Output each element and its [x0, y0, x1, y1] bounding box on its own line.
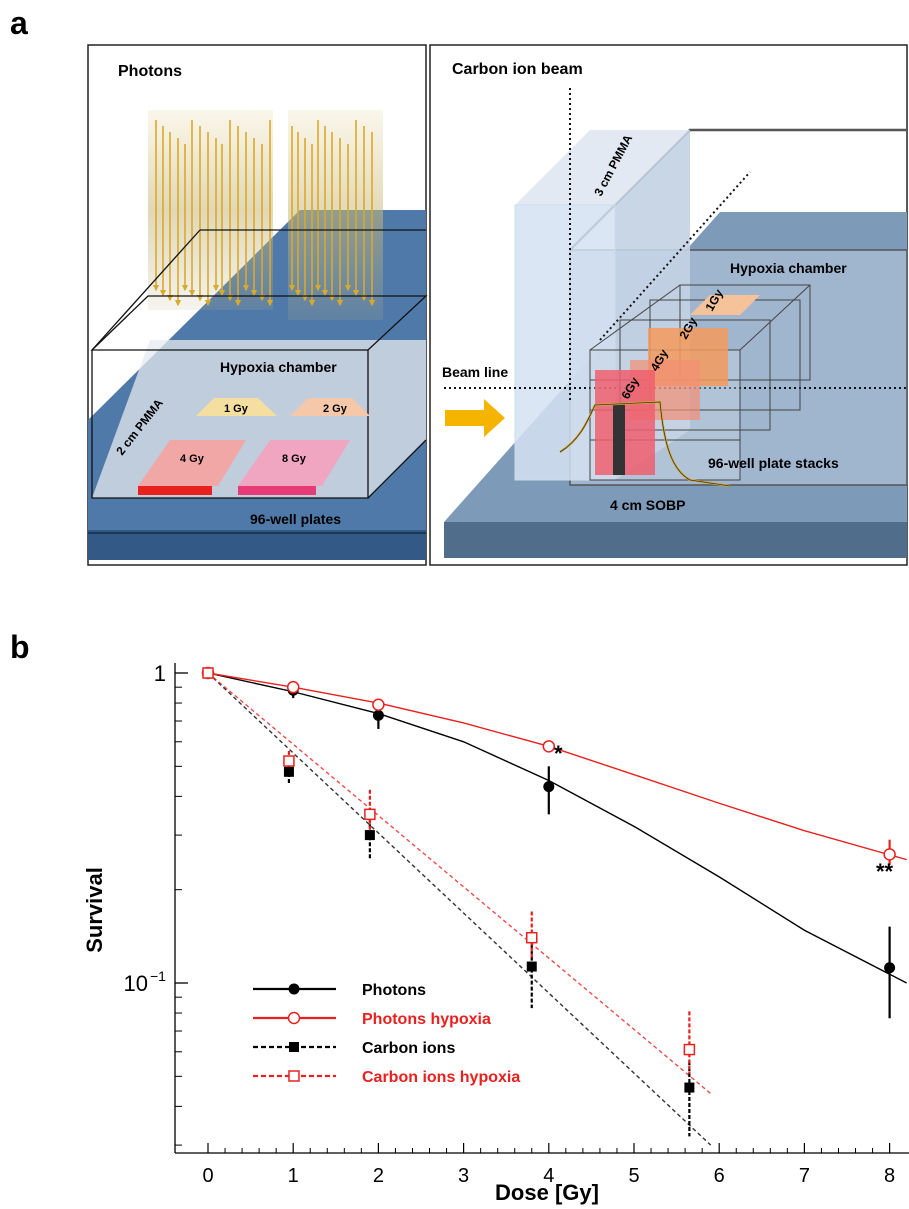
chart-legend: Photons Photons hypoxia Carbon ions Carbon …: [253, 982, 520, 1086]
panel-b-label: b: [10, 629, 30, 665]
data-point: [883, 848, 896, 861]
data-point: [542, 740, 556, 753]
carbon-title: Carbon ion beam: [452, 61, 583, 78]
x-tick-label: 7: [799, 1165, 810, 1187]
photons-beam-glow-left: [148, 110, 273, 310]
dose-label-8gy: 8 Gy: [282, 453, 307, 465]
legend-marker: [287, 1011, 301, 1025]
data-point: [526, 931, 538, 944]
y-ticks: 1 10 −1: [124, 661, 188, 1146]
plate-2gy: [290, 398, 370, 416]
photons-chamber-edges: [91, 350, 369, 499]
series-fit-line: [207, 672, 907, 861]
significance-4gy: *: [554, 741, 563, 766]
x-tick-label: 3: [458, 1165, 469, 1187]
sobp-curve-inner: [559, 401, 731, 487]
series-fit-line: [207, 672, 712, 1095]
y-axis-label: Survival: [82, 867, 107, 953]
photons-floor-edge: [88, 530, 426, 560]
plate-8gy: [238, 440, 350, 486]
dose-label-4gy: 4 Gy: [180, 453, 205, 465]
photons-beam-glow-right: [288, 110, 383, 320]
y-tick-label: 10: [124, 971, 148, 996]
panel-a-label: a: [10, 5, 28, 41]
data-point: [372, 698, 385, 711]
legend-entry-label: Carbon ions: [362, 1040, 455, 1057]
x-ticks: 0 1 2 3 4 5 6 7 8: [202, 1143, 895, 1187]
significance-8gy: **: [876, 859, 894, 884]
series-fit-line: [207, 672, 712, 1146]
plate-4gy: [138, 440, 246, 486]
legend-marker: [288, 1070, 300, 1082]
x-tick-label: 5: [628, 1165, 639, 1187]
photons-plates-label: 96-well plates: [250, 511, 341, 527]
x-tick-label: 4: [543, 1165, 554, 1187]
data-point: [283, 766, 294, 777]
carbon-chamber-label: Hypoxia chamber: [730, 260, 847, 276]
plate-8gy-front: [238, 486, 316, 495]
data-point: [684, 1082, 695, 1093]
x-tick-label: 6: [714, 1165, 725, 1187]
plate-4gy-front: [138, 486, 212, 495]
sobp-bar: [613, 403, 625, 475]
photons-chamber-top: [90, 295, 428, 351]
legend-entry-label: Photons: [362, 982, 426, 999]
photons-chamber-back-left: [91, 229, 201, 351]
plate-1gy: [196, 398, 277, 416]
x-tick-label: 8: [884, 1165, 895, 1187]
data-point: [372, 709, 384, 721]
x-tick-label: 1: [288, 1165, 299, 1187]
data-point: [286, 680, 300, 694]
beam-arrow: [445, 399, 505, 437]
photons-chamber-right-edge: [367, 439, 427, 499]
carbon-panel: Carbon ion beam 3 cm PMMA Hypoxia chambe…: [429, 44, 908, 566]
data-point: [543, 781, 555, 793]
x-axis-label: Dose [Gy]: [495, 1180, 599, 1205]
photons-title: Photons: [118, 63, 182, 80]
data-point: [283, 755, 295, 767]
y-tick-label: 1: [154, 661, 166, 686]
stack-1gy: [690, 295, 760, 315]
photons-chamber-label: Hypoxia chamber: [220, 359, 337, 375]
data-point: [364, 808, 376, 821]
legend-entry-label: Carbon ions hypoxia: [362, 1069, 520, 1086]
dose-label-1gy: 1 Gy: [224, 403, 249, 415]
legend-marker: [288, 983, 300, 995]
data-point: [884, 962, 896, 974]
data-point: [683, 1043, 696, 1056]
x-tick-label: 2: [373, 1165, 384, 1187]
sobp-label: 4 cm SOBP: [610, 497, 685, 513]
data-point: [526, 961, 537, 972]
pmma-block-top: [515, 130, 690, 205]
y-tick-exponent: −1: [150, 968, 166, 984]
data-point: [202, 667, 214, 679]
legend-marker: [289, 1042, 299, 1052]
beam-line-label: Beam line: [442, 364, 508, 380]
photon-arrows: [152, 120, 376, 307]
photons-panel: 1 Gy 2 Gy 4 Gy 8 Gy Photons Hypoxia cham…: [87, 44, 428, 566]
x-tick-label: 0: [202, 1165, 213, 1187]
series-fit-line: [207, 672, 907, 984]
stacks-label: 96-well plate stacks: [708, 455, 839, 471]
data-markers: [201, 666, 896, 1093]
data-point: [364, 830, 375, 841]
dose-label-2gy: 2 Gy: [323, 403, 348, 415]
legend-entry-label: Photons hypoxia: [362, 1011, 491, 1028]
carbon-floor-edge: [444, 522, 907, 558]
